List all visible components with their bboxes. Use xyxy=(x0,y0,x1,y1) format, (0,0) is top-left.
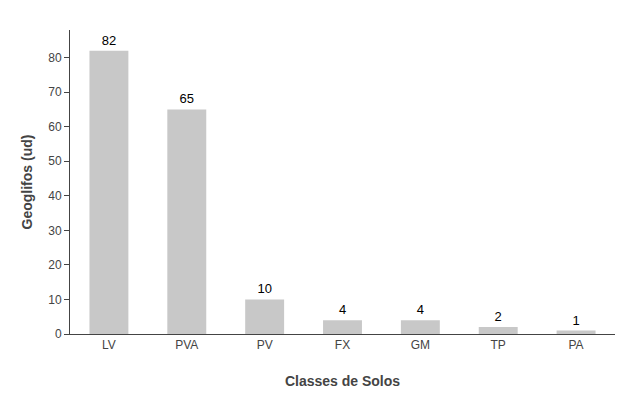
svg-text:50: 50 xyxy=(48,154,62,168)
svg-text:4: 4 xyxy=(417,302,424,317)
svg-text:40: 40 xyxy=(48,189,62,203)
svg-text:Geoglifos (ud): Geoglifos (ud) xyxy=(19,135,35,230)
svg-text:10: 10 xyxy=(257,281,271,296)
svg-text:LV: LV xyxy=(102,338,116,352)
svg-text:30: 30 xyxy=(48,224,62,238)
svg-text:0: 0 xyxy=(55,327,62,341)
svg-text:PA: PA xyxy=(569,338,584,352)
svg-text:20: 20 xyxy=(48,258,62,272)
svg-text:1: 1 xyxy=(572,313,579,328)
svg-text:82: 82 xyxy=(102,33,116,48)
svg-text:70: 70 xyxy=(48,85,62,99)
svg-text:2: 2 xyxy=(495,309,502,324)
svg-text:TP: TP xyxy=(491,338,506,352)
svg-text:4: 4 xyxy=(339,302,346,317)
svg-text:GM: GM xyxy=(411,338,430,352)
svg-text:FX: FX xyxy=(335,338,350,352)
svg-text:Classes de Solos: Classes de Solos xyxy=(285,373,400,389)
svg-text:80: 80 xyxy=(48,51,62,65)
svg-text:PV: PV xyxy=(257,338,273,352)
svg-text:60: 60 xyxy=(48,120,62,134)
svg-text:65: 65 xyxy=(180,91,194,106)
svg-text:10: 10 xyxy=(48,293,62,307)
svg-text:PVA: PVA xyxy=(175,338,198,352)
